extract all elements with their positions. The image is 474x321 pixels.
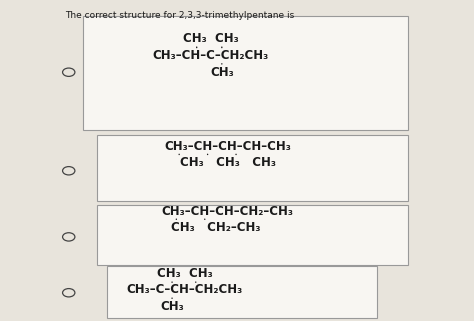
Text: CH₃   CH₃   CH₃: CH₃ CH₃ CH₃ xyxy=(180,156,275,169)
Text: CH₃: CH₃ xyxy=(210,66,234,79)
FancyBboxPatch shape xyxy=(97,205,408,265)
Text: The correct structure for 2,3,3-trimethylpentane is: The correct structure for 2,3,3-trimethy… xyxy=(65,11,295,20)
Text: CH₃–C–CH–CH₂CH₃: CH₃–C–CH–CH₂CH₃ xyxy=(127,283,243,296)
FancyBboxPatch shape xyxy=(97,135,408,201)
Text: CH₃–CH–C–CH₂CH₃: CH₃–CH–C–CH₂CH₃ xyxy=(153,49,269,62)
Text: CH₃–CH–CH–CH₂–CH₃: CH₃–CH–CH–CH₂–CH₃ xyxy=(162,205,293,218)
Text: CH₃   CH₂–CH₃: CH₃ CH₂–CH₃ xyxy=(171,221,260,234)
FancyBboxPatch shape xyxy=(83,16,408,130)
Text: CH₃: CH₃ xyxy=(160,300,184,313)
Text: CH₃  CH₃: CH₃ CH₃ xyxy=(183,32,239,45)
Text: CH₃  CH₃: CH₃ CH₃ xyxy=(157,267,213,280)
Text: CH₃–CH–CH–CH–CH₃: CH₃–CH–CH–CH–CH₃ xyxy=(164,140,291,152)
FancyBboxPatch shape xyxy=(107,266,377,318)
